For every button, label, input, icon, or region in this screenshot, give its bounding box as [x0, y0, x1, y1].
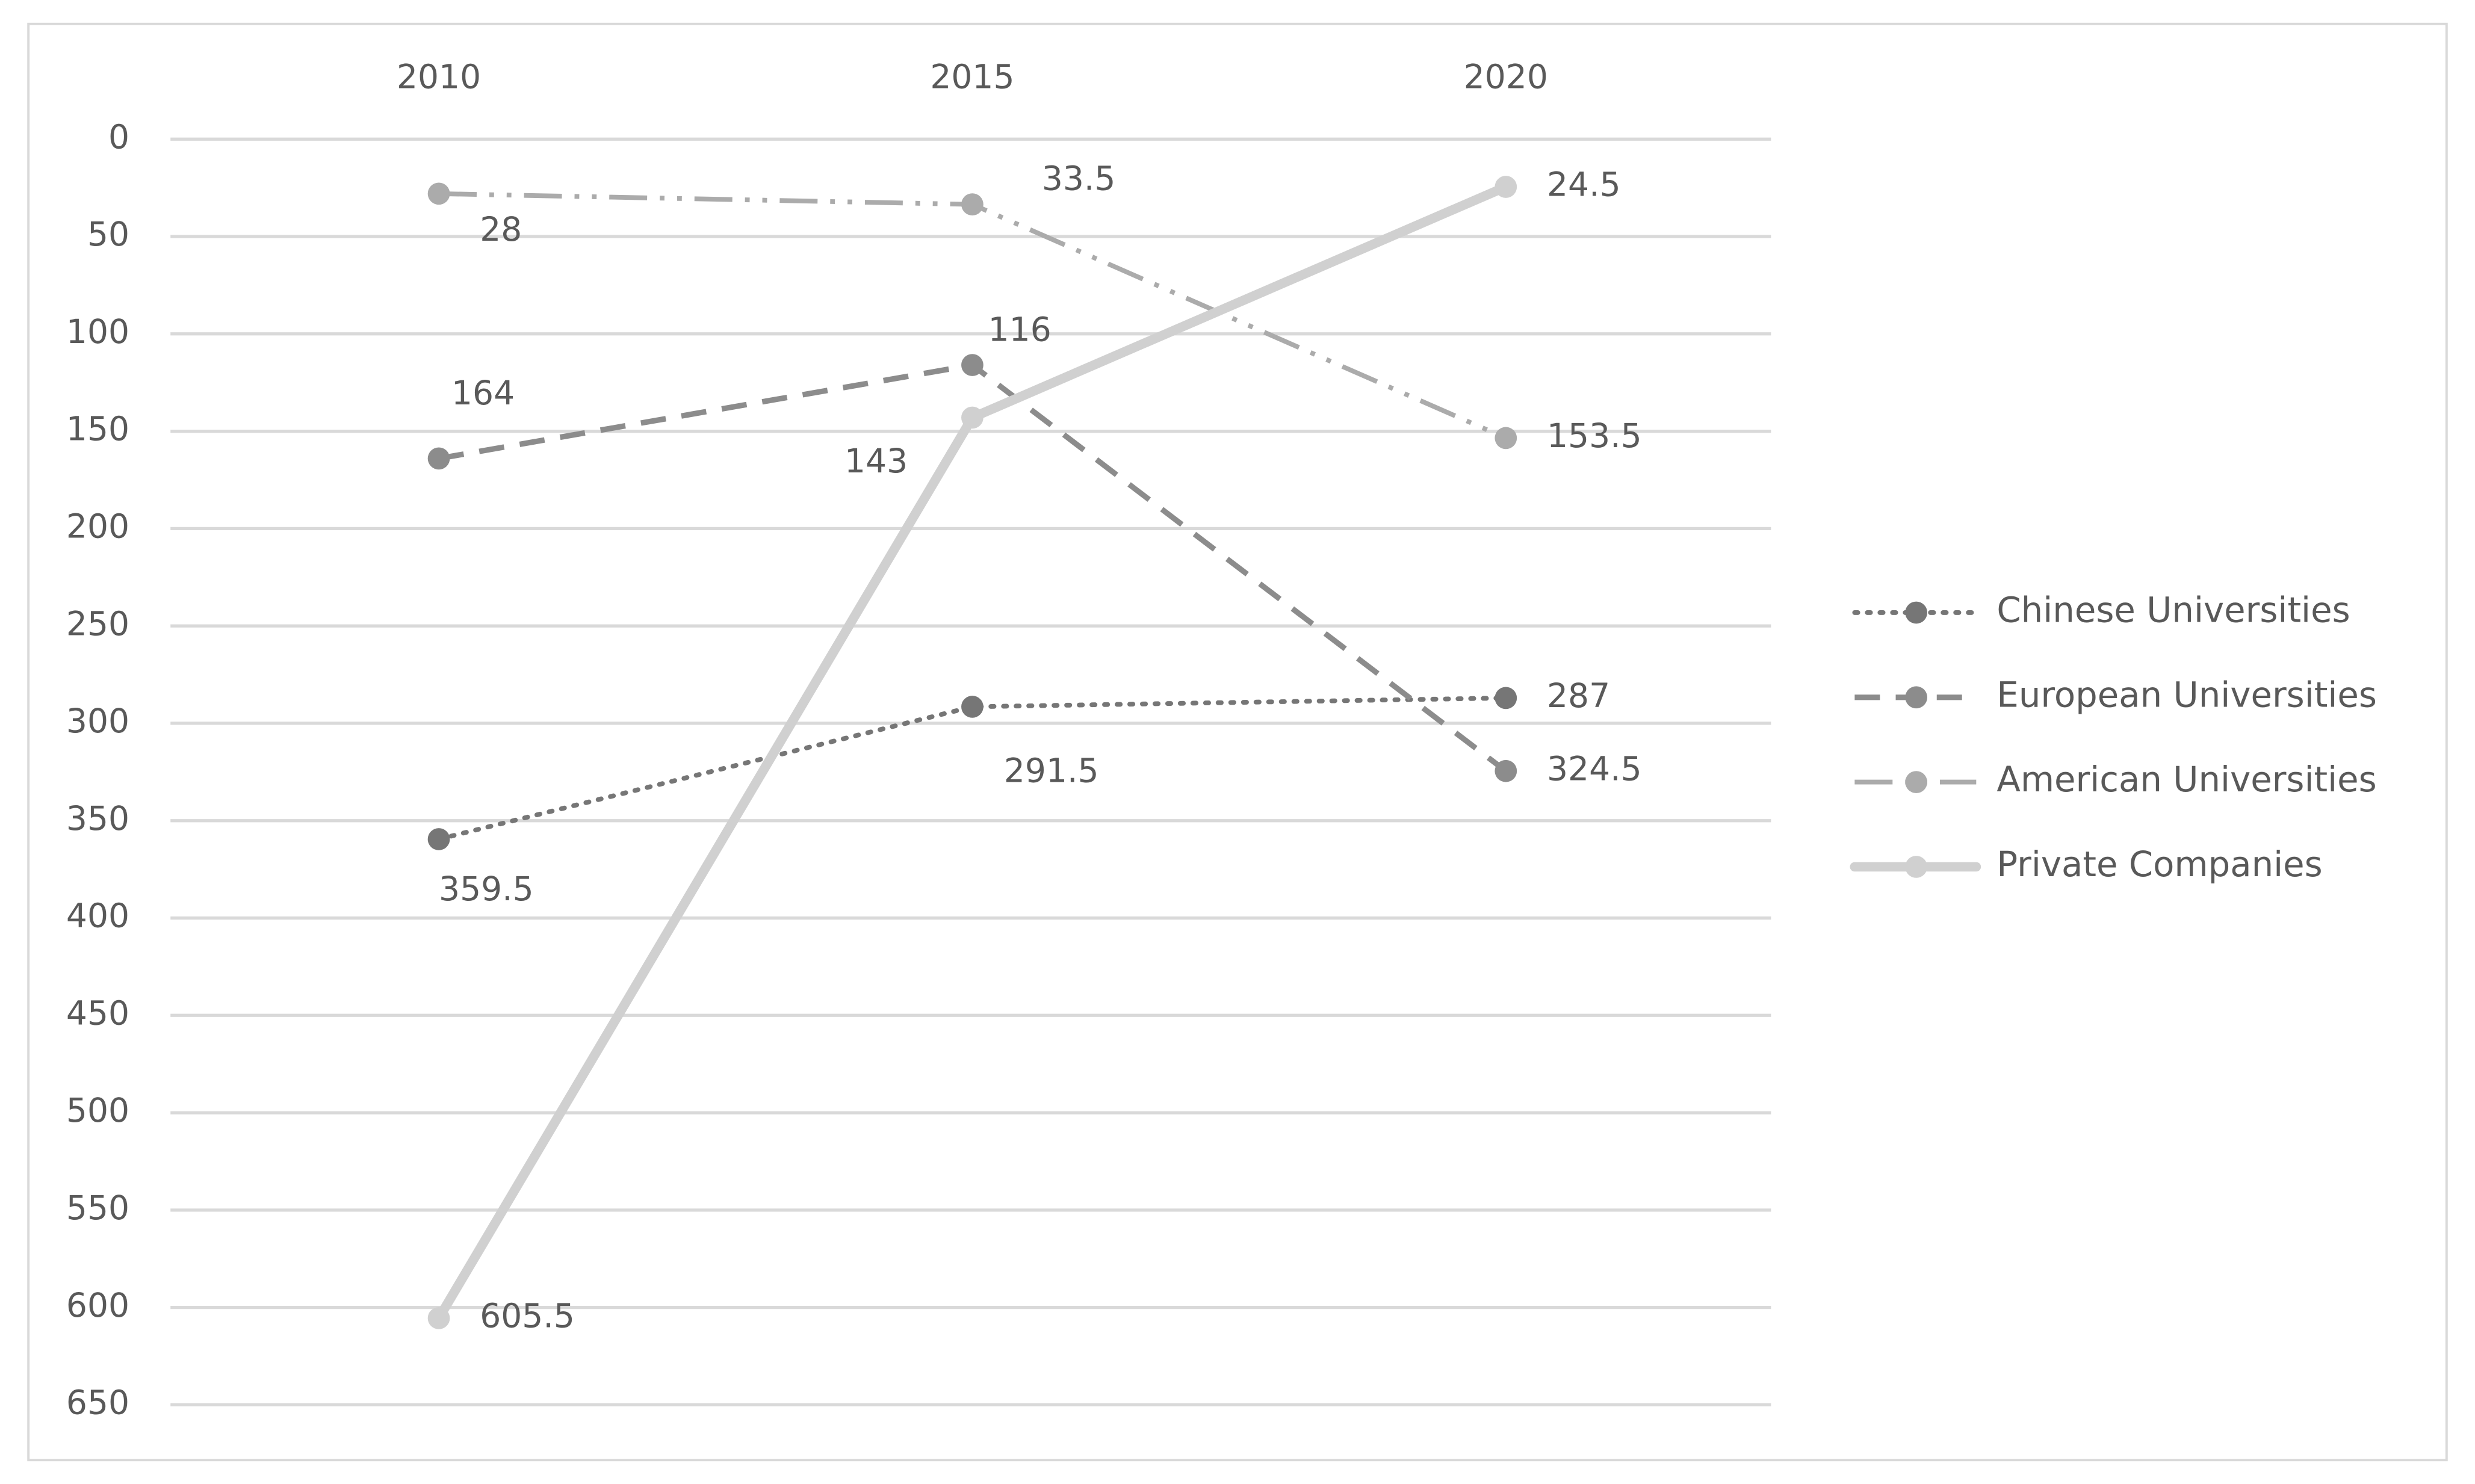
data-point: [961, 696, 983, 718]
data-label: 28: [480, 210, 522, 249]
data-label: 116: [988, 311, 1052, 349]
y-tick-label: 350: [66, 799, 129, 838]
data-point: [1495, 759, 1517, 782]
data-point: [961, 406, 983, 429]
data-point: [427, 828, 450, 850]
y-tick-label: 250: [66, 604, 129, 643]
x-tick-label: 2020: [1464, 58, 1548, 96]
data-label: 164: [451, 374, 515, 412]
data-label: 24.5: [1547, 165, 1621, 204]
data-point: [1495, 176, 1517, 198]
y-tick-label: 0: [108, 117, 129, 156]
data-point: [427, 447, 450, 470]
data-label: 153.5: [1547, 416, 1642, 455]
y-tick-label: 150: [66, 410, 129, 448]
legend-label: American Universities: [1996, 759, 2376, 800]
x-tick-label: 2015: [930, 58, 1014, 96]
data-point: [427, 1307, 450, 1329]
legend-marker: [1905, 601, 1928, 624]
y-tick-label: 400: [66, 897, 129, 935]
data-point: [961, 193, 983, 215]
y-tick-label: 600: [66, 1286, 129, 1325]
y-tick-label: 550: [66, 1189, 129, 1227]
y-tick-label: 300: [66, 702, 129, 740]
legend-marker: [1905, 771, 1928, 793]
data-point: [961, 354, 983, 376]
y-tick-label: 450: [66, 994, 129, 1032]
data-label: 33.5: [1042, 159, 1116, 197]
chart-border: [27, 22, 2448, 1462]
data-label: 291.5: [1004, 752, 1099, 790]
y-tick-label: 650: [66, 1384, 129, 1422]
data-label: 287: [1547, 676, 1610, 715]
legend-label: Private Companies: [1996, 844, 2322, 885]
data-label: 359.5: [439, 870, 534, 908]
data-point: [1495, 687, 1517, 710]
y-tick-label: 100: [66, 312, 129, 351]
legend-marker: [1905, 686, 1928, 709]
y-tick-label: 200: [66, 507, 129, 545]
x-tick-label: 2010: [397, 58, 481, 96]
data-label: 324.5: [1547, 749, 1642, 788]
legend-label: European Universities: [1996, 674, 2377, 715]
data-point: [1495, 427, 1517, 450]
y-tick-label: 50: [87, 215, 129, 253]
y-tick-label: 500: [66, 1091, 129, 1130]
legend-label: Chinese Universities: [1996, 590, 2350, 631]
data-point: [427, 182, 450, 205]
legend-marker: [1905, 856, 1928, 878]
data-label: 143: [844, 442, 908, 480]
data-label: 605.5: [480, 1297, 575, 1335]
